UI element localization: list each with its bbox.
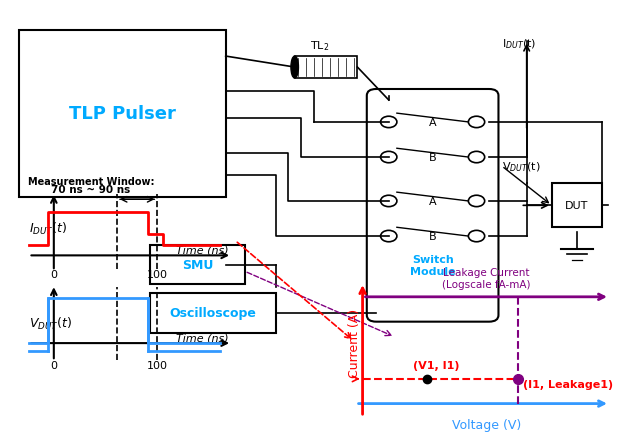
Bar — [295, 57, 357, 79]
Bar — [150, 293, 276, 333]
FancyBboxPatch shape — [367, 90, 498, 322]
Text: V$_{DUT}$(t): V$_{DUT}$(t) — [502, 160, 540, 173]
Text: TL$_2$: TL$_2$ — [310, 39, 329, 53]
Bar — [552, 184, 602, 228]
Text: B: B — [429, 153, 436, 162]
Text: 100: 100 — [147, 269, 168, 279]
Ellipse shape — [291, 57, 298, 79]
Text: (I1, Leakage1): (I1, Leakage1) — [523, 380, 613, 389]
Text: 0: 0 — [50, 360, 57, 371]
Text: SMU: SMU — [182, 258, 213, 272]
Bar — [19, 31, 226, 197]
Bar — [150, 245, 245, 285]
Text: I$_{DUT}$(t): I$_{DUT}$(t) — [502, 37, 536, 50]
Text: Time (ns): Time (ns) — [176, 245, 228, 255]
Text: 0: 0 — [50, 269, 57, 279]
Text: $I_{DUT}(t)$: $I_{DUT}(t)$ — [29, 220, 66, 236]
Text: (V1, I1): (V1, I1) — [413, 360, 460, 370]
Text: TLP Pulser: TLP Pulser — [69, 105, 176, 123]
Text: Current (A): Current (A) — [348, 309, 361, 378]
Text: DUT: DUT — [565, 201, 589, 211]
Text: Switch
Module: Switch Module — [410, 254, 455, 276]
Text: B: B — [429, 232, 436, 241]
Text: Time (ns): Time (ns) — [176, 332, 228, 343]
Text: Leakage Current
(Logscale fA-mA): Leakage Current (Logscale fA-mA) — [442, 268, 530, 289]
Text: Oscilloscope: Oscilloscope — [170, 307, 256, 320]
Text: A: A — [429, 118, 436, 127]
Text: $V_{DUT}(t)$: $V_{DUT}(t)$ — [29, 315, 71, 331]
Text: A: A — [429, 197, 436, 206]
Text: 70 ns ~ 90 ns: 70 ns ~ 90 ns — [51, 185, 130, 195]
Text: 100: 100 — [147, 360, 168, 371]
Text: Measurement Window:: Measurement Window: — [28, 176, 154, 186]
Text: Voltage (V): Voltage (V) — [451, 418, 521, 431]
